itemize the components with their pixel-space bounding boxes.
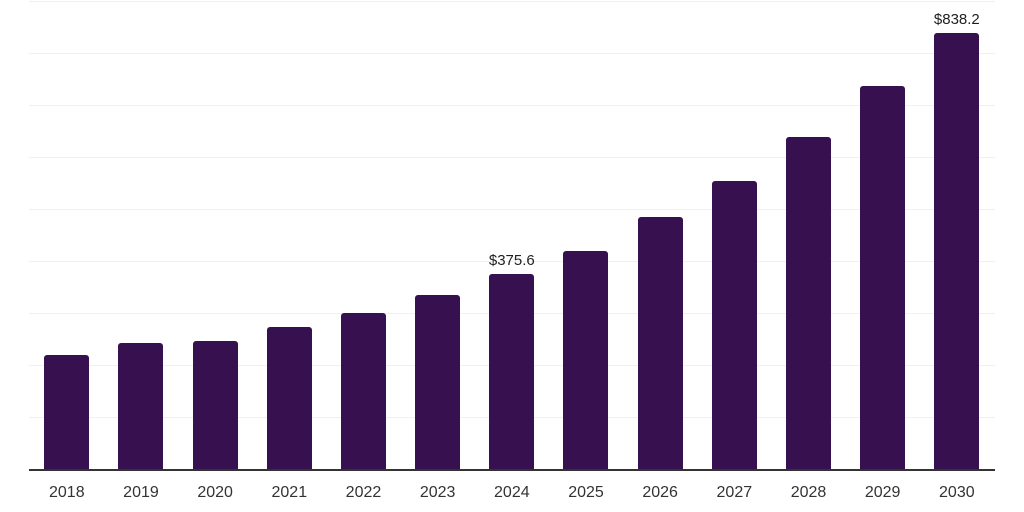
bar-2019 (118, 343, 164, 469)
x-tick-label-2020: 2020 (197, 484, 233, 501)
gridline-800 (29, 52, 995, 54)
x-tick-label-2021: 2021 (271, 484, 308, 501)
x-tick-label-2018: 2018 (49, 484, 85, 501)
x-tick-label-2029: 2029 (864, 484, 901, 501)
bar-2027 (711, 180, 757, 469)
bar-2025 (563, 250, 609, 469)
x-tick-label-2030: 2030 (939, 484, 975, 501)
gridline-700 (29, 104, 995, 106)
x-tick-label-2025: 2025 (568, 484, 604, 501)
gridline-600 (29, 156, 995, 158)
x-tick-label-2024: 2024 (494, 484, 530, 501)
bar-2029 (860, 86, 906, 469)
bar-2023 (415, 294, 461, 469)
gridline-900 (29, 0, 995, 2)
data-label-2024: $375.6 (488, 251, 535, 269)
bar-2030 (934, 33, 980, 469)
bar-2024 (489, 273, 535, 469)
gridline-500 (29, 208, 995, 210)
x-tick-label-2027: 2027 (716, 484, 753, 501)
x-tick-label-2028: 2028 (790, 484, 827, 501)
x-tick-label-2023: 2023 (419, 484, 456, 501)
x-tick-label-2019: 2019 (123, 484, 159, 501)
bar-2018 (44, 355, 90, 469)
data-label-2030: $838.2 (933, 11, 980, 29)
bar-2028 (786, 136, 831, 469)
x-axis-line (29, 468, 995, 471)
gridline-400 (29, 260, 995, 262)
bar-2026 (637, 217, 683, 469)
bar-2020 (192, 341, 238, 469)
bar-2021 (266, 326, 312, 469)
x-tick-label-2026: 2026 (642, 484, 678, 501)
x-tick-label-2022: 2022 (345, 484, 382, 501)
bar-2022 (340, 313, 386, 469)
